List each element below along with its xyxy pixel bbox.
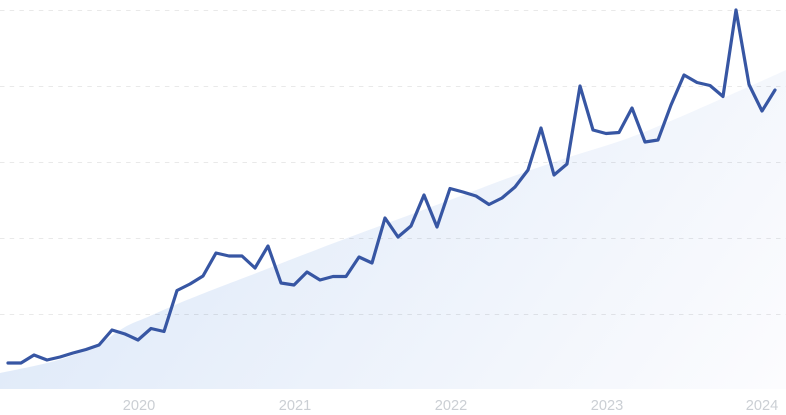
svg-text:2024: 2024 — [746, 398, 778, 414]
svg-text:2021: 2021 — [279, 398, 311, 414]
svg-text:2023: 2023 — [591, 398, 623, 414]
svg-text:2022: 2022 — [435, 398, 467, 414]
svg-text:2020: 2020 — [123, 398, 155, 414]
